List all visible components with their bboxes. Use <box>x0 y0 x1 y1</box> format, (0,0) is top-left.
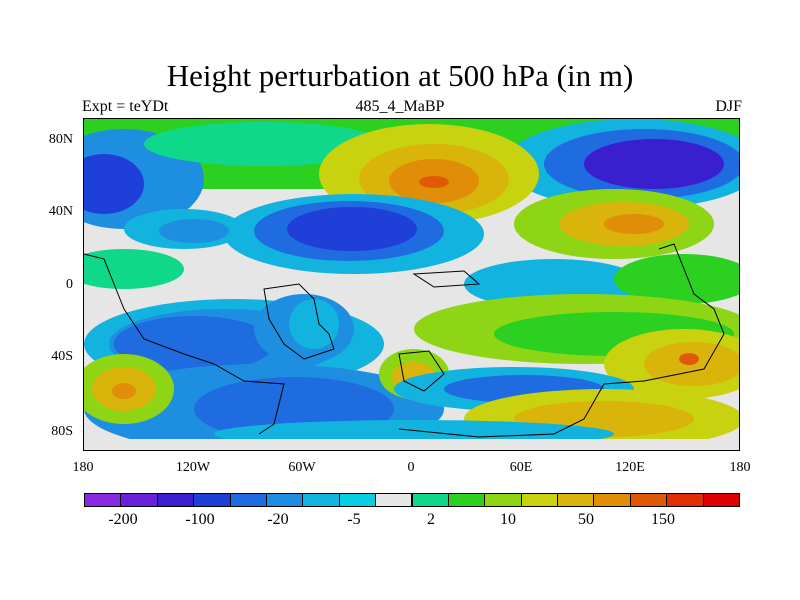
lon-tick: 120E <box>615 460 645 475</box>
lon-tick: 120W <box>175 460 211 475</box>
colorbar-label: 50 <box>578 511 594 528</box>
lon-tick: 60E <box>509 460 533 475</box>
colorbar-swatch <box>375 493 413 507</box>
colorbar-label: 2 <box>427 511 435 528</box>
colorbar-label: -200 <box>108 511 138 528</box>
colorbar-swatch <box>302 493 340 507</box>
lat-tick: 0 <box>66 277 73 292</box>
colorbar-swatch <box>484 493 522 507</box>
colorbar-swatch <box>629 493 668 507</box>
colorbar-label: -5 <box>347 511 361 528</box>
colorbar-swatch <box>84 493 122 507</box>
colorbar-swatch <box>520 493 559 507</box>
colorbar-swatch <box>666 493 704 507</box>
colorbar-swatch <box>338 493 377 507</box>
colorbar-label: -20 <box>267 511 289 528</box>
colorbar-swatch <box>557 493 595 507</box>
season-label: DJF <box>715 98 742 115</box>
lat-tick: 40S <box>51 349 73 364</box>
lon-tick: 60W <box>288 460 316 475</box>
map-panel <box>83 118 740 451</box>
colorbar-swatch <box>593 493 631 507</box>
lon-tick: 180 <box>729 460 751 475</box>
colorbar-swatch <box>447 493 486 507</box>
plot-title: Height perturbation at 500 hPa (in m) <box>166 58 634 93</box>
run-label: 485_4_MaBP <box>355 98 445 115</box>
colorbar-swatch <box>265 493 304 507</box>
colorbar-swatch <box>120 493 158 507</box>
colorbar <box>84 493 740 507</box>
colorbar-swatch <box>411 493 449 507</box>
lon-tick: 0 <box>407 460 415 475</box>
colorbar-swatch <box>702 493 740 507</box>
colorbar-swatch <box>229 493 267 507</box>
lat-tick: 40N <box>48 204 73 219</box>
colorbar-label: 150 <box>651 511 675 528</box>
lat-tick: 80N <box>48 132 73 147</box>
lon-tick: 180 <box>72 460 94 475</box>
experiment-label: Expt = teYDt <box>82 98 169 115</box>
colorbar-swatch <box>156 493 195 507</box>
contour-field <box>84 119 739 450</box>
colorbar-swatch <box>193 493 231 507</box>
colorbar-label: 10 <box>500 511 516 528</box>
colorbar-label: -100 <box>185 511 215 528</box>
lat-tick: 80S <box>51 424 73 439</box>
